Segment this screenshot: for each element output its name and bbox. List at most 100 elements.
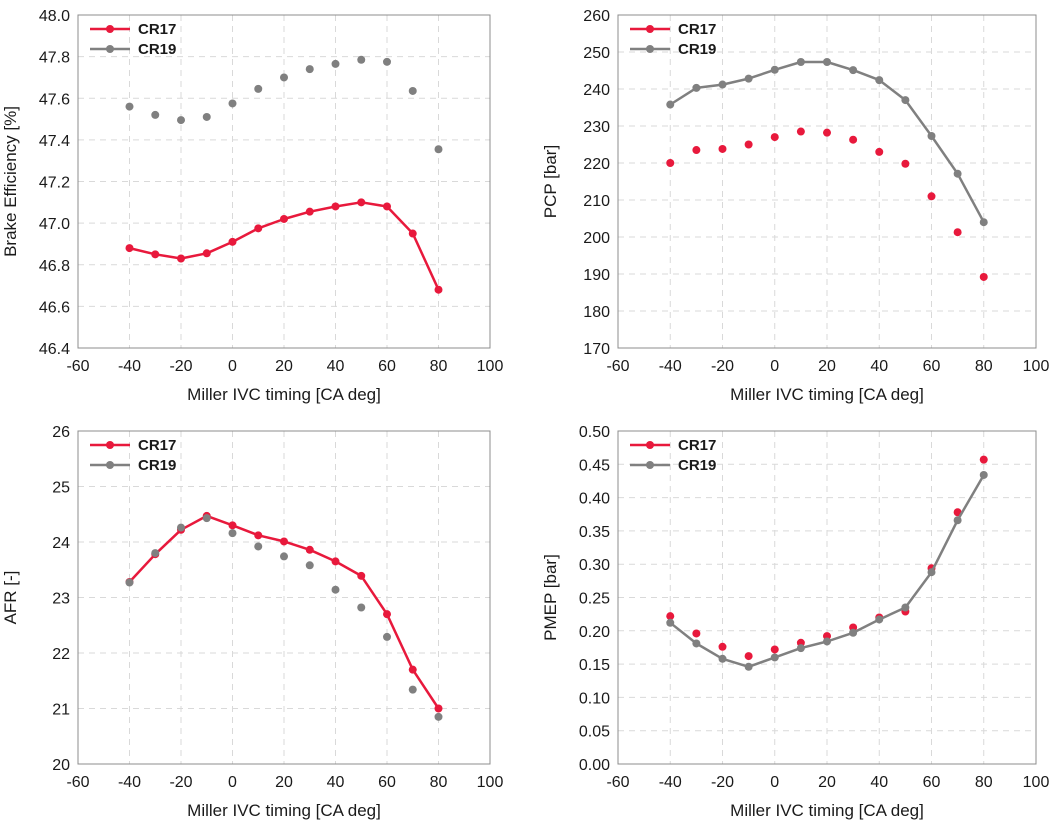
- y-tick-label: 0.00: [579, 757, 610, 774]
- data-point: [357, 198, 366, 207]
- plot-frame: [617, 430, 1037, 765]
- y-tick-label: 0.30: [579, 557, 610, 574]
- x-tick-label: 80: [975, 774, 993, 791]
- data-point: [357, 55, 366, 64]
- data-point: [692, 146, 701, 155]
- y-tick-label: 250: [583, 45, 610, 62]
- y-tick-label: 0.10: [579, 690, 610, 707]
- x-axis-title: Miller IVC timing [CA deg]: [730, 385, 924, 404]
- y-tick-label: 47.0: [39, 216, 70, 233]
- data-point: [202, 514, 211, 523]
- y-axis-title: AFR [-]: [1, 571, 20, 625]
- x-tick-label: 0: [228, 358, 237, 375]
- y-axis-title: PMEP [bar]: [541, 554, 560, 641]
- x-tick-label: -20: [711, 774, 734, 791]
- series-cr17: [125, 198, 443, 294]
- x-tick-label: 80: [430, 358, 448, 375]
- series-cr19: [666, 57, 988, 227]
- data-point: [718, 80, 727, 89]
- data-point: [823, 57, 831, 66]
- y-tick-label: 22: [52, 646, 70, 663]
- data-point: [823, 128, 831, 137]
- legend-label: CR17: [678, 437, 716, 454]
- data-point: [744, 662, 753, 671]
- data-point: [280, 73, 288, 82]
- data-point: [357, 571, 366, 580]
- y-tick-label: 25: [52, 480, 70, 497]
- data-point: [901, 603, 910, 612]
- data-point: [331, 202, 340, 211]
- legend-marker: [646, 25, 654, 33]
- y-tick-label: 210: [583, 193, 610, 210]
- x-tick-label: 0: [228, 774, 237, 791]
- data-point: [770, 65, 779, 74]
- legend-label: CR19: [678, 41, 716, 58]
- data-point: [125, 244, 134, 253]
- data-point: [177, 523, 185, 532]
- data-point: [228, 99, 237, 108]
- data-point: [979, 455, 988, 464]
- legend-marker: [106, 441, 114, 449]
- data-point: [280, 537, 288, 546]
- x-tick-label: -20: [169, 774, 192, 791]
- data-point: [305, 65, 314, 74]
- data-point: [770, 653, 779, 662]
- data-point: [202, 112, 211, 121]
- y-tick-label: 46.4: [39, 341, 70, 358]
- x-tick-label: -60: [66, 358, 89, 375]
- legend-label: CR19: [138, 457, 176, 474]
- y-tick-label: 46.8: [39, 258, 70, 275]
- y-tick-label: 48.0: [39, 8, 70, 25]
- afr-chart: -60 -40 -20 0 20 40 60 80 100 20 21 22 23 24 25 26 Mille…: [1, 424, 503, 820]
- x-tick-label: 40: [870, 774, 888, 791]
- data-point: [254, 84, 263, 93]
- y-tick-label: 200: [583, 230, 610, 247]
- x-tick-label: -60: [606, 358, 629, 375]
- plot-frame: [77, 14, 491, 349]
- data-point: [151, 250, 160, 259]
- x-tick-label: 100: [1023, 358, 1050, 375]
- y-tick-label: 170: [583, 341, 610, 358]
- x-tick-label: -60: [606, 774, 629, 791]
- data-point: [434, 712, 443, 721]
- x-tick-label: 60: [923, 358, 941, 375]
- y-tick-label: 230: [583, 119, 610, 136]
- y-tick-label: 47.6: [39, 91, 70, 108]
- data-point: [953, 228, 962, 237]
- legend-label: CR17: [138, 437, 176, 454]
- legend-marker: [106, 461, 114, 469]
- data-point: [177, 116, 185, 125]
- y-tick-label: 0.20: [579, 624, 610, 641]
- x-tick-label: -60: [66, 774, 89, 791]
- x-axis-title: Miller IVC timing [CA deg]: [730, 801, 924, 820]
- data-point: [151, 110, 160, 119]
- x-tick-label: 60: [923, 774, 941, 791]
- data-point: [849, 135, 858, 144]
- data-point: [228, 237, 237, 246]
- data-point: [718, 144, 727, 153]
- data-point: [875, 76, 884, 85]
- x-tick-label: -20: [169, 358, 192, 375]
- y-axis-title: Brake Efficiency [%]: [1, 106, 20, 257]
- data-point: [927, 192, 936, 201]
- data-point: [718, 654, 727, 663]
- data-point: [875, 147, 884, 156]
- x-tick-label: 0: [770, 774, 779, 791]
- data-point: [953, 516, 962, 525]
- y-tick-label: 0.25: [579, 591, 610, 608]
- legend-label: CR19: [138, 41, 176, 58]
- data-point: [666, 100, 675, 109]
- data-point: [434, 704, 443, 713]
- x-tick-label: 100: [477, 358, 504, 375]
- pcp-chart: -60 -40 -20 0 20 40 60 80 100 170 180 190 200 210 220 2…: [541, 8, 1049, 404]
- pmep-chart: -60 -40 -20 0 20 40 60 80 100 0.00 0.05 0.10 0.15 0.2…: [541, 424, 1049, 820]
- plot-frame: [77, 430, 491, 765]
- data-point: [927, 131, 936, 140]
- data-point: [125, 578, 134, 587]
- x-tick-label: 60: [378, 774, 396, 791]
- brake-efficiency-chart: -60 -40 -20 0 20 40 60 80 100 46.4 46.6 46.8 47.0 47.…: [1, 8, 503, 404]
- data-point: [901, 96, 910, 105]
- data-point: [953, 169, 962, 178]
- data-point: [979, 272, 988, 281]
- data-point: [331, 585, 340, 594]
